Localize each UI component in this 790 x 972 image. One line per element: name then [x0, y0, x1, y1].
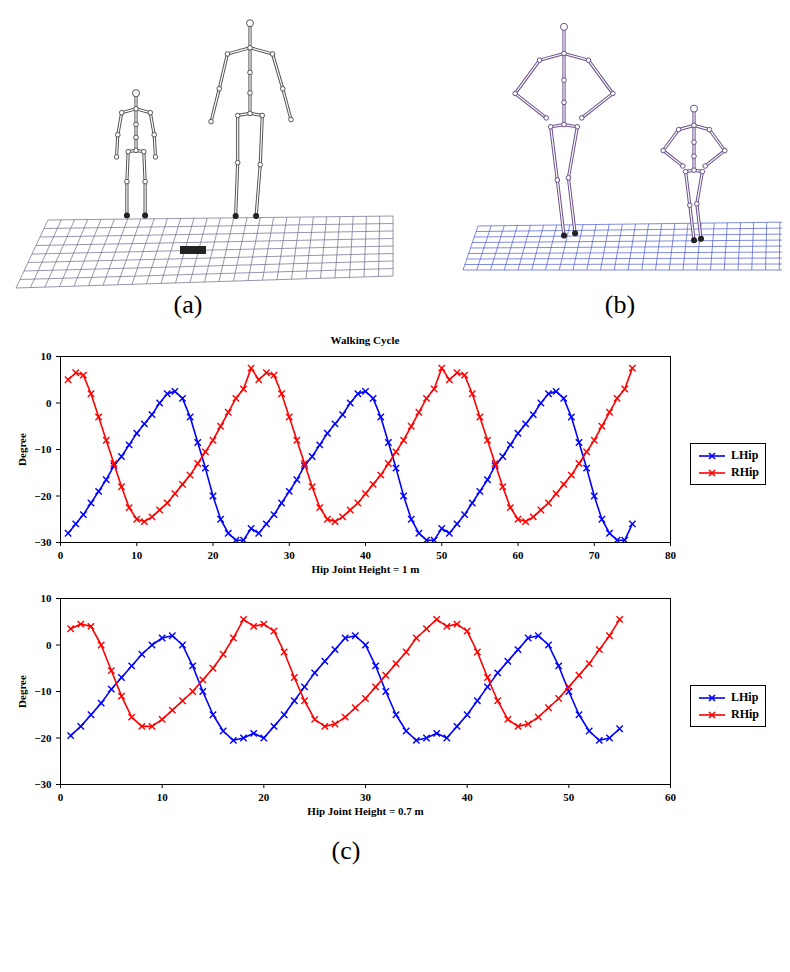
- html-text:RHip: RHip: [731, 707, 759, 721]
- svg-text:20: 20: [208, 549, 220, 561]
- svg-text:Degree: Degree: [16, 433, 28, 466]
- svg-text:0: 0: [46, 397, 52, 409]
- svg-text:−20: −20: [34, 490, 52, 502]
- svg-text:Degree: Degree: [16, 675, 28, 708]
- svg-text:(b): (b): [605, 290, 635, 319]
- html-text:(c): (c): [331, 836, 361, 865]
- svg-text:10: 10: [131, 549, 143, 561]
- svg-text:30: 30: [284, 549, 296, 561]
- html-text:LHip: LHip: [731, 448, 759, 462]
- html-text:RHip: RHip: [731, 465, 759, 479]
- html-text:Walking Cycle: Walking Cycle: [330, 334, 400, 346]
- svg-text:10: 10: [41, 592, 53, 604]
- svg-text:70: 70: [589, 549, 601, 561]
- svg-text:10: 10: [41, 350, 53, 362]
- svg-text:60: 60: [665, 791, 677, 803]
- svg-text:20: 20: [258, 791, 270, 803]
- svg-text:80: 80: [665, 549, 677, 561]
- svg-text:40: 40: [360, 549, 372, 561]
- svg-text:0: 0: [58, 791, 64, 803]
- svg-text:50: 50: [563, 791, 575, 803]
- svg-text:−20: −20: [34, 732, 52, 744]
- svg-text:Hip Joint Height = 0.7 m: Hip Joint Height = 0.7 m: [307, 805, 423, 817]
- svg-text:0: 0: [46, 639, 52, 651]
- svg-text:−30: −30: [34, 778, 52, 790]
- svg-text:−10: −10: [34, 443, 52, 455]
- svg-text:50: 50: [436, 549, 448, 561]
- svg-text:Hip Joint Height = 1 m: Hip Joint Height = 1 m: [311, 563, 419, 575]
- svg-text:0: 0: [58, 549, 64, 561]
- html-text:LHip: LHip: [731, 690, 759, 704]
- svg-text:10: 10: [157, 791, 169, 803]
- svg-text:30: 30: [360, 791, 372, 803]
- svg-text:60: 60: [513, 549, 525, 561]
- svg-text:−30: −30: [34, 536, 52, 548]
- svg-text:40: 40: [462, 791, 474, 803]
- svg-text:−10: −10: [34, 685, 52, 697]
- svg-text:(a): (a): [174, 290, 203, 319]
